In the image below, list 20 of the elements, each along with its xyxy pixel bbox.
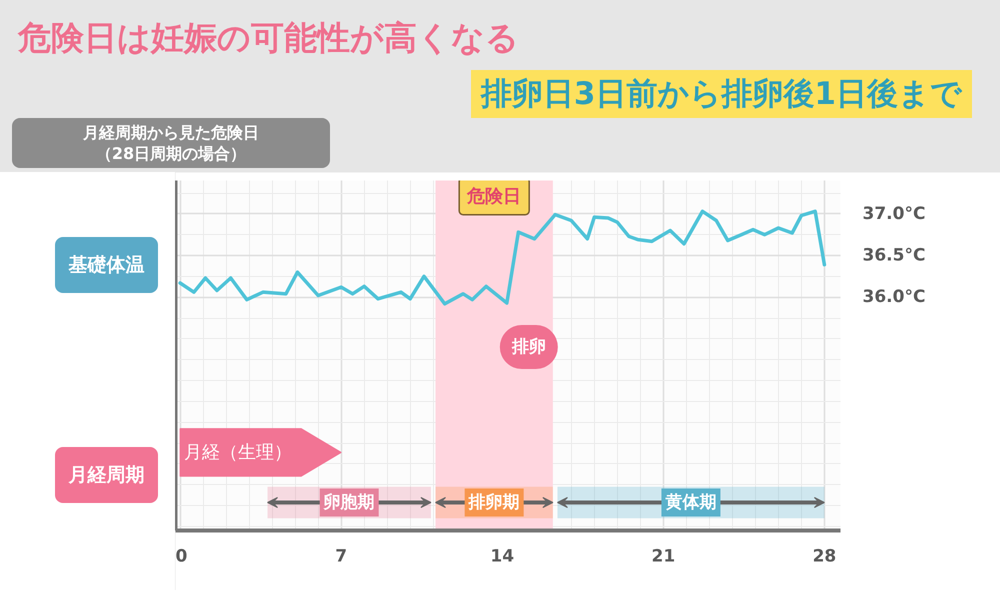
y-tick-label: 36.5°C [862,246,926,266]
y-tick-label: 36.0°C [862,287,926,308]
text: 月経周期から見た危険日（28日周期の場合） [12,118,330,168]
band-label: 黄体期 [664,492,716,512]
x-tick-label: 14 [490,546,514,566]
x-tick-label: 28 [812,546,836,566]
band-label: 危険日 [466,186,522,207]
x-tick-label: 21 [651,546,676,566]
y-tick-label: 37.0°C [862,204,926,224]
line-series [178,210,826,306]
y-axis-title: 基礎体温 [55,237,158,293]
chart-title: 危険日は妊娠の可能性が高くなる [18,17,519,59]
band-label: 排卵期 [468,492,520,512]
x-tick-label: 0 [176,546,188,566]
band-label: 卵胞期 [322,492,375,512]
annotation: 排卵 [510,337,546,357]
band-label: 月経（生理） [184,442,292,463]
text: 月経周期 [55,447,158,503]
chart-subtitle: 排卵日3日前から排卵後1日後まで [470,70,972,118]
x-tick-label: 7 [335,546,348,566]
